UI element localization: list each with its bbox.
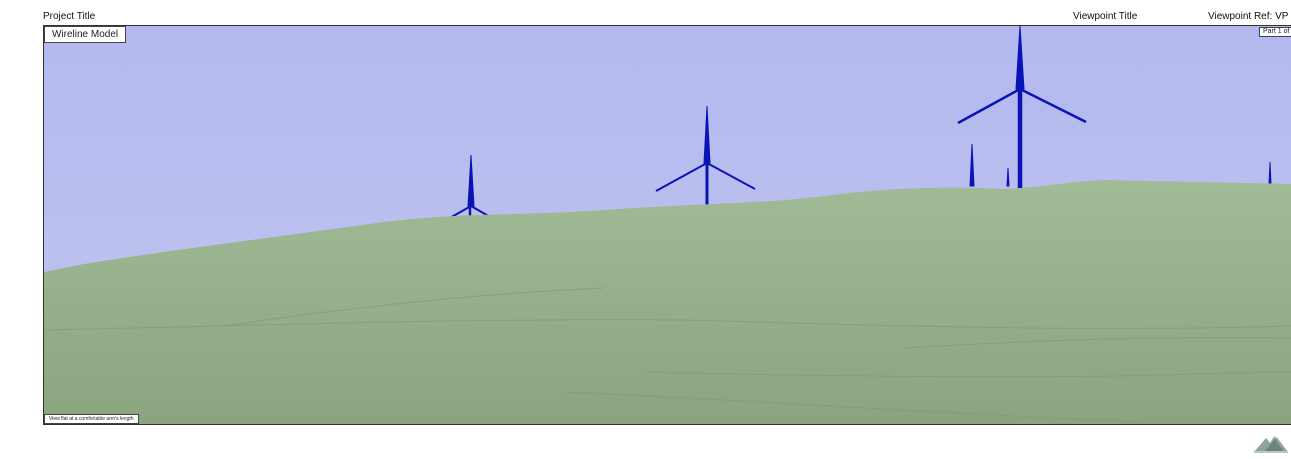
terrain-contours bbox=[44, 287, 1291, 423]
viewpoint-title: Viewpoint Title bbox=[1073, 11, 1138, 22]
turbine-4 bbox=[969, 143, 975, 187]
viewpoint-ref: Viewpoint Ref: VP bbox=[1208, 11, 1289, 22]
viewing-instruction: View flat at a comfortable arm's length bbox=[44, 414, 139, 424]
mountain-logo-icon bbox=[1254, 432, 1288, 459]
project-title: Project Title bbox=[43, 11, 96, 22]
header-rule bbox=[43, 25, 1291, 26]
terrain bbox=[44, 180, 1291, 424]
wireline-viewport: Wireline Model Part 1 of View flat at a … bbox=[43, 26, 1291, 425]
wireline-model-label: Wireline Model bbox=[44, 26, 127, 43]
wireline-scene bbox=[44, 26, 1291, 424]
part-label: Part 1 of bbox=[1259, 27, 1291, 37]
turbine-3 bbox=[957, 26, 1087, 191]
turbine-5 bbox=[1006, 167, 1010, 187]
turbine-2 bbox=[655, 105, 756, 206]
